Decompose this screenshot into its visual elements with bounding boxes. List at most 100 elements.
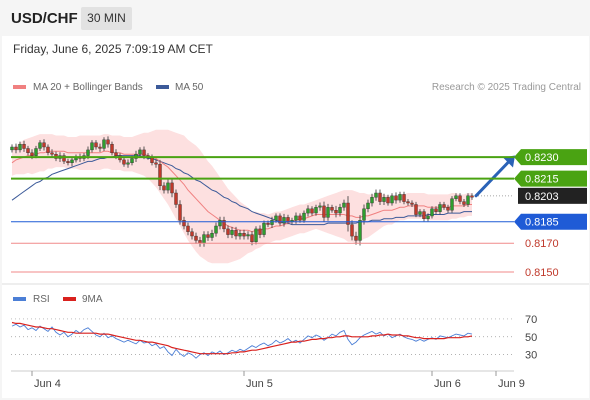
candle-body	[458, 195, 462, 202]
candle-body	[130, 158, 134, 164]
candle	[22, 140, 26, 152]
candle	[214, 222, 218, 237]
candle-body	[26, 148, 30, 154]
candle-body	[398, 194, 402, 201]
rsi-ma-line	[11, 321, 473, 355]
candle	[154, 159, 158, 168]
ma20-legend-swatch	[13, 85, 26, 89]
candle-body	[70, 159, 74, 164]
candle	[110, 141, 114, 156]
ma9-legend-label: 9MA	[82, 294, 103, 305]
candle-body	[258, 228, 262, 235]
candle	[438, 201, 442, 215]
candle-body	[62, 155, 66, 162]
candle	[282, 213, 286, 227]
x-tick-label: Jun 5	[246, 378, 273, 390]
x-tick-label: Jun 4	[34, 378, 61, 390]
candle	[106, 136, 110, 148]
candle-body	[50, 152, 54, 155]
candle	[14, 143, 18, 154]
candle	[318, 202, 322, 211]
candle	[302, 210, 306, 223]
candle-body	[302, 212, 306, 221]
candle-body	[166, 182, 170, 191]
candle-body	[158, 164, 162, 187]
candle	[182, 216, 186, 230]
candle	[102, 137, 106, 151]
candle-body	[262, 222, 266, 235]
candle	[314, 204, 318, 216]
candle	[346, 196, 350, 232]
candle	[342, 199, 346, 211]
candle-body	[382, 197, 386, 202]
candle-body	[390, 195, 394, 204]
rsi-tick-label: 70	[525, 314, 537, 326]
candle-body	[18, 143, 22, 151]
candle-body	[426, 215, 430, 219]
candle-body	[386, 197, 390, 204]
candle-body	[274, 215, 278, 221]
candle-body	[462, 201, 466, 205]
candle-body	[326, 207, 330, 218]
candle-body	[442, 204, 446, 208]
candle-body	[238, 232, 242, 237]
candle-body	[342, 202, 346, 208]
candle-body	[38, 142, 42, 149]
candle-body	[178, 204, 182, 221]
candle-body	[378, 192, 382, 202]
forecast-arrow-head	[503, 155, 515, 168]
candle-body	[194, 235, 198, 241]
candle-body	[350, 224, 354, 237]
candle	[470, 193, 474, 200]
candle-body	[394, 195, 398, 201]
ma9-legend-swatch	[63, 297, 76, 301]
candle-body	[358, 220, 362, 241]
candle	[366, 199, 370, 213]
candle	[398, 191, 402, 203]
candle-body	[346, 202, 350, 225]
level-label: 0.8170	[525, 238, 559, 250]
current-price-tag	[518, 187, 587, 204]
candle-body	[94, 142, 98, 148]
level-label: 0.8215	[525, 174, 559, 186]
candle-body	[154, 162, 158, 165]
candle-body	[230, 230, 234, 235]
level-tag	[514, 213, 587, 230]
candle	[262, 220, 266, 238]
x-tick-label: Jun 6	[434, 378, 461, 390]
candle	[458, 193, 462, 205]
candle-body	[174, 192, 178, 205]
candle-body	[314, 207, 318, 214]
candle	[306, 205, 310, 217]
ma20-legend-label: MA 20 + Bollinger Bands	[33, 82, 143, 93]
price-legend: MA 20 + Bollinger Bands MA 50 Research ©…	[13, 82, 581, 93]
candle	[334, 205, 338, 218]
level-tag	[514, 149, 587, 166]
candle	[90, 140, 94, 153]
chart-panel: Friday, June 6, 2025 7:09:19 AM CET MA 2…	[2, 36, 589, 398]
level-labels: 0.8230 0.8215 0.8185 0.8170 0.8150 0.8203	[514, 149, 587, 279]
candle	[418, 209, 422, 218]
candle	[206, 231, 210, 241]
candle	[186, 222, 190, 236]
candle-body	[362, 208, 366, 221]
candle	[226, 225, 230, 239]
candle	[386, 194, 390, 206]
candle-body	[454, 195, 458, 199]
candle-body	[126, 162, 130, 165]
candle	[354, 231, 358, 245]
candle-body	[10, 146, 14, 151]
candle-body	[430, 208, 434, 217]
timeframe-button[interactable]: 30 MIN	[81, 7, 132, 30]
candle	[42, 139, 46, 151]
candle	[10, 144, 14, 153]
candle	[454, 193, 458, 202]
candle	[382, 193, 386, 205]
candle-body	[214, 225, 218, 234]
candle	[370, 193, 374, 207]
candle-body	[370, 197, 374, 204]
candle	[166, 179, 170, 194]
candle-body	[250, 234, 254, 243]
candle-body	[182, 220, 186, 227]
symbol-title: USD/CHF	[11, 10, 78, 27]
